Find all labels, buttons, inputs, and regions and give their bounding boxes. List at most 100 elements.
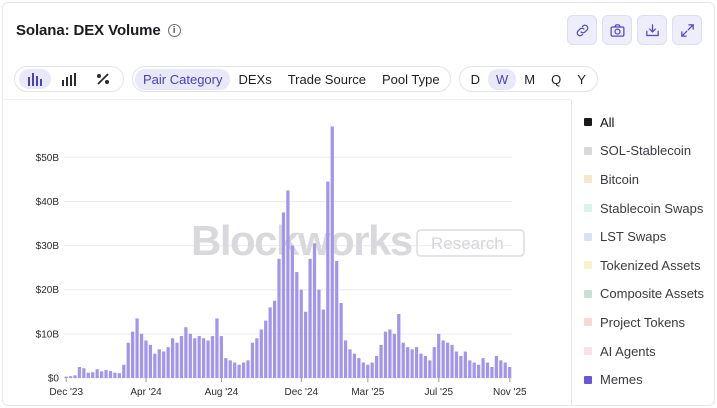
legend-item-project-tokens[interactable]: Project Tokens	[584, 308, 704, 337]
bar[interactable]	[299, 289, 303, 378]
bar[interactable]	[366, 364, 370, 378]
bar[interactable]	[477, 364, 481, 378]
link-button[interactable]	[567, 15, 597, 45]
bar[interactable]	[321, 309, 326, 378]
bar[interactable]	[499, 360, 503, 378]
tab-dexs[interactable]: DEXs	[238, 71, 272, 87]
bar[interactable]	[268, 307, 272, 378]
bar[interactable]	[82, 368, 86, 378]
bar[interactable]	[162, 351, 166, 378]
bar[interactable]	[237, 364, 241, 378]
legend-item-all[interactable]: All	[584, 108, 704, 137]
legend-item-bitcoin[interactable]: Bitcoin	[584, 165, 704, 194]
bar[interactable]	[277, 258, 281, 378]
bar-chart-toggle[interactable]	[19, 69, 51, 89]
bar[interactable]	[361, 362, 365, 378]
bar[interactable]	[339, 302, 343, 378]
bar[interactable]	[108, 370, 113, 378]
bar[interactable]	[68, 376, 73, 378]
bar[interactable]	[197, 336, 201, 378]
bar[interactable]	[77, 366, 82, 378]
bar[interactable]	[104, 370, 108, 378]
bar[interactable]	[99, 371, 104, 378]
bar[interactable]	[290, 245, 294, 378]
bar[interactable]	[335, 261, 339, 378]
bar[interactable]	[441, 340, 445, 378]
bar[interactable]	[255, 338, 259, 378]
legend-item-lst-swaps[interactable]: LST Swaps	[584, 222, 704, 251]
info-icon[interactable]: i	[167, 24, 181, 37]
bar[interactable]	[437, 333, 441, 378]
bar[interactable]	[73, 375, 77, 378]
bar[interactable]	[259, 329, 263, 378]
bar[interactable]	[304, 311, 308, 378]
bar[interactable]	[330, 126, 334, 378]
legend-item-memes[interactable]: Memes	[584, 365, 704, 394]
bar[interactable]	[295, 272, 299, 378]
bar[interactable]	[113, 372, 117, 378]
legend-item-stablecoin-swaps[interactable]: Stablecoin Swaps	[584, 194, 704, 223]
bar[interactable]	[224, 358, 228, 378]
bar[interactable]	[184, 327, 188, 378]
bar[interactable]	[428, 360, 432, 378]
bar[interactable]	[166, 347, 170, 378]
bar[interactable]	[219, 336, 223, 378]
legend-item-sol-stablecoin[interactable]: SOL-Stablecoin	[584, 137, 704, 166]
bar[interactable]	[175, 342, 179, 378]
bar[interactable]	[406, 347, 410, 378]
bar[interactable]	[401, 342, 405, 378]
bar[interactable]	[494, 355, 498, 378]
bar[interactable]	[432, 347, 436, 378]
period-week[interactable]: W	[487, 68, 517, 90]
bar[interactable]	[379, 344, 383, 378]
bar[interactable]	[228, 360, 232, 378]
bar[interactable]	[206, 340, 210, 378]
stacked-bar-chart-toggle[interactable]	[53, 69, 85, 89]
bar[interactable]	[445, 342, 450, 378]
bar[interactable]	[126, 342, 130, 378]
period-year[interactable]: Y	[577, 71, 586, 87]
bar[interactable]	[281, 212, 286, 378]
bar[interactable]	[423, 355, 428, 378]
bar[interactable]	[122, 364, 126, 378]
bar[interactable]	[179, 336, 184, 378]
bar[interactable]	[215, 318, 219, 378]
bar[interactable]	[246, 360, 250, 378]
bar[interactable]	[153, 353, 157, 378]
bar[interactable]	[459, 355, 463, 378]
legend-item-composite-assets[interactable]: Composite Assets	[584, 280, 704, 309]
bar[interactable]	[64, 376, 68, 378]
bar[interactable]	[472, 362, 476, 378]
bar[interactable]	[131, 331, 135, 378]
bar[interactable]	[157, 349, 161, 378]
bar[interactable]	[170, 338, 175, 378]
bar[interactable]	[490, 366, 494, 378]
bar[interactable]	[135, 318, 139, 378]
bar[interactable]	[375, 355, 379, 378]
tab-pool-type[interactable]: Pool Type	[382, 71, 440, 87]
bar[interactable]	[343, 340, 348, 378]
bar[interactable]	[86, 372, 90, 378]
bar[interactable]	[326, 181, 330, 378]
bar[interactable]	[388, 329, 392, 378]
expand-button[interactable]	[672, 15, 702, 45]
legend-item-tokenized-assets[interactable]: Tokenized Assets	[584, 251, 704, 280]
bar[interactable]	[148, 344, 153, 378]
tab-trade-source[interactable]: Trade Source	[287, 71, 366, 87]
period-quarter[interactable]: Q	[551, 71, 562, 87]
bar[interactable]	[91, 372, 95, 378]
period-month[interactable]: M	[524, 71, 536, 87]
tab-pair-category[interactable]: Pair Category	[135, 68, 231, 90]
bar[interactable]	[397, 314, 401, 378]
bar[interactable]	[357, 358, 361, 378]
bar[interactable]	[308, 258, 312, 378]
bar[interactable]	[144, 340, 148, 378]
bar[interactable]	[468, 360, 472, 378]
bar[interactable]	[317, 289, 321, 378]
bar[interactable]	[392, 333, 396, 378]
bar[interactable]	[188, 333, 192, 378]
bar[interactable]	[286, 190, 290, 378]
period-day[interactable]: D	[470, 71, 480, 87]
legend-item-ai-agents[interactable]: AI Agents	[584, 337, 704, 366]
bar[interactable]	[264, 320, 268, 378]
